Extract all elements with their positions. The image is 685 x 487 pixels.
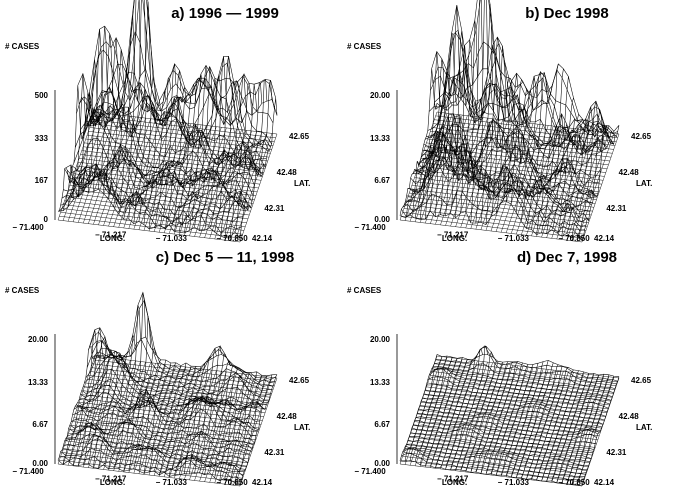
surface-panel-b: b) Dec 1998 # CASES 20.00 13.33 6.67 0.00− 71…	[342, 0, 684, 243]
x-tick-label: − 71.033	[498, 234, 530, 243]
panel-title: c) Dec 5 — 11, 1998	[156, 249, 294, 266]
z-tick-label: 20.00	[370, 91, 391, 100]
y-tick-label: 42.14	[594, 478, 615, 487]
y-tick-label: 42.31	[606, 448, 627, 457]
y-axis-label: LAT.	[294, 179, 310, 188]
z-axis-label: # CASES	[5, 286, 40, 295]
y-tick-label: 42.14	[252, 478, 273, 487]
y-tick-label: 42.65	[289, 132, 310, 141]
panel-title: a) 1996 — 1999	[171, 5, 279, 22]
z-tick-label: 500	[35, 91, 49, 100]
x-tick-label: − 71.033	[498, 478, 530, 487]
z-tick-label: 0.00	[32, 459, 48, 468]
z-tick-label: 13.33	[370, 378, 391, 387]
y-tick-label: 42.65	[631, 132, 652, 141]
x-tick-label: − 71.400	[354, 223, 386, 232]
x-tick-label: − 71.033	[156, 478, 188, 487]
z-tick-label: 333	[35, 134, 49, 143]
z-tick-label: 13.33	[28, 378, 49, 387]
base-grid	[57, 355, 278, 487]
surface-plot-svg: d) Dec 7, 1998# CASES20.0013.336.670.00−…	[347, 249, 652, 487]
y-axis-label: LAT.	[294, 423, 310, 432]
z-tick-label: 6.67	[374, 420, 390, 429]
y-tick-label: 42.65	[631, 376, 652, 385]
x-tick-label: − 71.217	[437, 474, 469, 483]
x-tick-label: − 71.217	[437, 230, 469, 239]
x-axis-label: LONG.	[100, 478, 125, 487]
panel-title: b) Dec 1998	[525, 5, 608, 22]
z-tick-label: 20.00	[370, 335, 391, 344]
x-axis-label: LONG.	[442, 478, 467, 487]
x-tick-label: − 71.033	[156, 234, 188, 243]
surface-plot-svg: a) 1996 — 1999 # CASES 500 333 167 0− 71.400 −…	[5, 0, 310, 243]
case-surface	[57, 0, 278, 239]
x-tick-label: − 71.400	[354, 467, 386, 476]
surface-panel-a: a) 1996 — 1999 # CASES 500 333 167 0− 71.400 −…	[0, 0, 342, 243]
y-tick-label: 42.14	[594, 234, 615, 243]
case-surface	[399, 345, 620, 487]
surface-plot-svg: c) Dec 5 — 11, 1998 # CASES 20.00 13.33 6.67…	[5, 249, 310, 487]
z-tick-label: 13.33	[370, 134, 391, 143]
panel-title: d) Dec 7, 1998	[517, 249, 617, 266]
z-tick-label: 0.00	[374, 459, 390, 468]
case-surface	[57, 291, 278, 486]
x-tick-label: − 70.850	[558, 478, 590, 487]
x-tick-label: − 70.850	[558, 234, 590, 243]
y-tick-label: 42.48	[277, 168, 298, 177]
z-tick-label: 0.00	[374, 215, 390, 224]
x-tick-label: − 71.217	[95, 230, 127, 239]
z-tick-label: 6.67	[374, 176, 390, 185]
y-tick-label: 42.31	[606, 204, 627, 213]
x-tick-label: − 70.850	[216, 234, 248, 243]
surface-panel-c: c) Dec 5 — 11, 1998 # CASES 20.00 13.33 6.67…	[0, 244, 342, 487]
y-tick-label: 42.31	[264, 448, 285, 457]
x-axis-label: LONG.	[100, 234, 125, 243]
z-axis-label: # CASES	[5, 42, 40, 51]
x-tick-label: − 71.400	[12, 467, 44, 476]
z-tick-label: 0	[44, 215, 49, 224]
x-tick-label: − 71.400	[12, 223, 44, 232]
case-surface	[399, 0, 620, 240]
z-axis-label: # CASES	[347, 42, 382, 51]
y-axis-label: LAT.	[636, 179, 652, 188]
x-axis-label: LONG.	[442, 234, 467, 243]
z-tick-label: 167	[35, 176, 49, 185]
y-tick-label: 42.65	[289, 376, 310, 385]
y-tick-label: 42.48	[619, 168, 640, 177]
y-tick-label: 42.48	[619, 412, 640, 421]
z-axis-label: # CASES	[347, 286, 382, 295]
x-tick-label: − 71.217	[95, 474, 127, 483]
y-axis-label: LAT.	[636, 423, 652, 432]
y-tick-label: 42.31	[264, 204, 285, 213]
y-tick-label: 42.48	[277, 412, 298, 421]
z-tick-label: 20.00	[28, 335, 49, 344]
x-tick-label: − 70.850	[216, 478, 248, 487]
z-tick-label: 6.67	[32, 420, 48, 429]
y-tick-label: 42.14	[252, 234, 273, 243]
surface-panel-d: d) Dec 7, 1998 # CASES 20.00 13.33 6.67 0.00−…	[342, 244, 684, 487]
